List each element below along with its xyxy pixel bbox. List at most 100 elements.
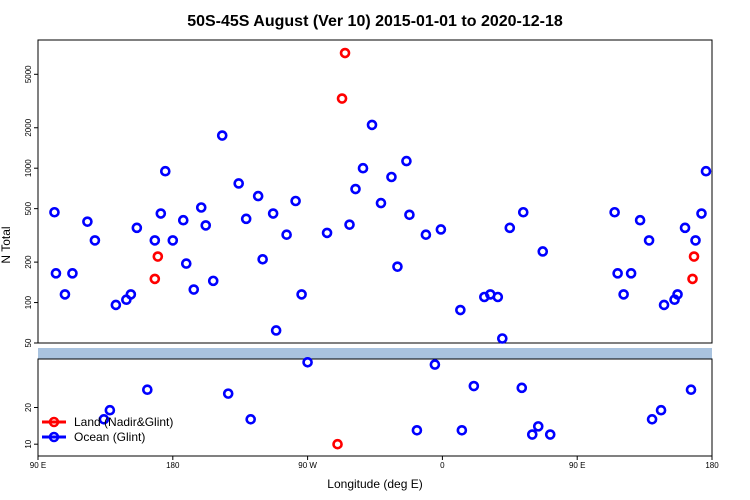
x-axis: 90 E 180 90 W 0 90 E 180: [30, 456, 719, 470]
ocean-point: [321, 227, 333, 239]
ocean-point: [411, 425, 423, 436]
ocean-point: [302, 356, 313, 368]
ocean-point: [544, 429, 556, 440]
ocean-point: [188, 284, 200, 295]
ocean-point: [131, 222, 143, 234]
ocean-point: [98, 414, 110, 425]
ocean-point: [392, 261, 403, 272]
ocean-point: [504, 222, 516, 234]
ocean-point: [233, 178, 245, 189]
y-tick-label: 100: [24, 295, 33, 309]
land-point: [332, 438, 343, 450]
x-axis-label: Longitude (deg E): [327, 477, 422, 491]
ocean-point: [404, 209, 415, 221]
ocean-point: [401, 155, 412, 167]
ocean-point: [155, 208, 167, 219]
ocean-point: [690, 235, 701, 246]
ocean-point: [290, 195, 301, 207]
ocean-point: [89, 235, 101, 246]
ocean-point: [700, 165, 712, 177]
ocean-point: [142, 384, 153, 395]
ocean-point: [49, 206, 60, 218]
x-tick-label: 90 E: [569, 461, 585, 470]
ocean-point: [468, 380, 480, 392]
land-point: [149, 273, 161, 285]
x-tick-label: 90 W: [298, 461, 317, 470]
land-point: [152, 251, 164, 262]
gap-band: [38, 348, 712, 359]
x-tick-label: 90 E: [30, 461, 46, 470]
land-point: [339, 47, 351, 59]
land-point: [688, 251, 700, 262]
ocean-point: [618, 289, 629, 300]
ocean-point: [200, 220, 212, 231]
ocean-point: [655, 404, 667, 416]
ocean-point: [386, 171, 397, 183]
ocean-point: [257, 253, 268, 265]
x-tick-label: 0: [440, 461, 445, 470]
ocean-point: [59, 289, 71, 300]
ocean-point: [679, 222, 691, 234]
y-tick-label: 10: [24, 439, 33, 448]
ocean-point: [609, 206, 620, 218]
ocean-point: [646, 414, 658, 425]
ocean-point: [245, 414, 256, 425]
ocean-point: [270, 325, 282, 336]
ocean-point: [222, 388, 234, 399]
ocean-point: [180, 258, 192, 269]
ocean-point: [625, 268, 637, 279]
ocean-point: [537, 246, 549, 257]
legend: Land (Nadir&Glint) Ocean (Glint): [42, 415, 173, 444]
ocean-point: [82, 216, 93, 227]
ocean-point: [167, 235, 179, 246]
chart-title: 50S-45S August (Ver 10) 2015-01-01 to 20…: [187, 13, 563, 30]
ocean-point: [429, 359, 441, 370]
ocean-point: [296, 289, 307, 300]
upper-panel: 50 100 200 500 1000 2000 5000: [24, 39, 713, 347]
ocean-point: [516, 382, 528, 394]
ocean-point: [240, 213, 252, 225]
upper-plot-frame: [37, 39, 713, 344]
ocean-point: [455, 304, 466, 316]
ocean-point: [50, 268, 62, 279]
land-point: [687, 273, 698, 285]
ocean-point: [517, 206, 529, 218]
ocean-point: [160, 165, 171, 177]
ocean-point: [149, 235, 161, 246]
x-tick-label: 180: [705, 461, 719, 470]
ocean-point: [207, 275, 219, 287]
lower-panel: 10 20: [24, 358, 713, 457]
y-tick-label: 50: [24, 338, 33, 347]
y-axis-label: N Total: [0, 226, 13, 263]
y-tick-label: 5000: [24, 65, 33, 83]
ocean-point: [492, 291, 504, 303]
ocean-point: [350, 183, 361, 195]
ocean-point: [435, 224, 447, 235]
data-points: [49, 47, 712, 450]
ocean-point: [532, 421, 544, 432]
ocean-point: [125, 289, 137, 300]
y-tick-label: 500: [24, 201, 33, 215]
ocean-point: [267, 208, 279, 219]
ocean-point: [696, 208, 707, 219]
y-tick-label: 20: [24, 403, 33, 412]
ocean-point: [456, 425, 468, 436]
y-tick-label: 2000: [24, 118, 33, 136]
ocean-point: [216, 130, 228, 141]
ocean-point: [195, 202, 207, 213]
ocean-point: [685, 384, 697, 395]
ocean-point: [375, 197, 387, 209]
ocean-point: [110, 299, 122, 311]
ocean-point: [672, 289, 683, 300]
ocean-point: [526, 429, 538, 440]
ocean-point: [634, 214, 646, 226]
legend-land-label: Land (Nadir&Glint): [74, 415, 173, 429]
legend-land-marker: [48, 416, 60, 428]
ocean-point: [252, 190, 264, 202]
y-tick-label: 1000: [24, 159, 33, 177]
ocean-point: [344, 219, 355, 230]
ocean-point: [67, 268, 78, 279]
ocean-point: [497, 333, 508, 344]
y-tick-label: 200: [24, 255, 33, 269]
land-point: [336, 93, 348, 104]
